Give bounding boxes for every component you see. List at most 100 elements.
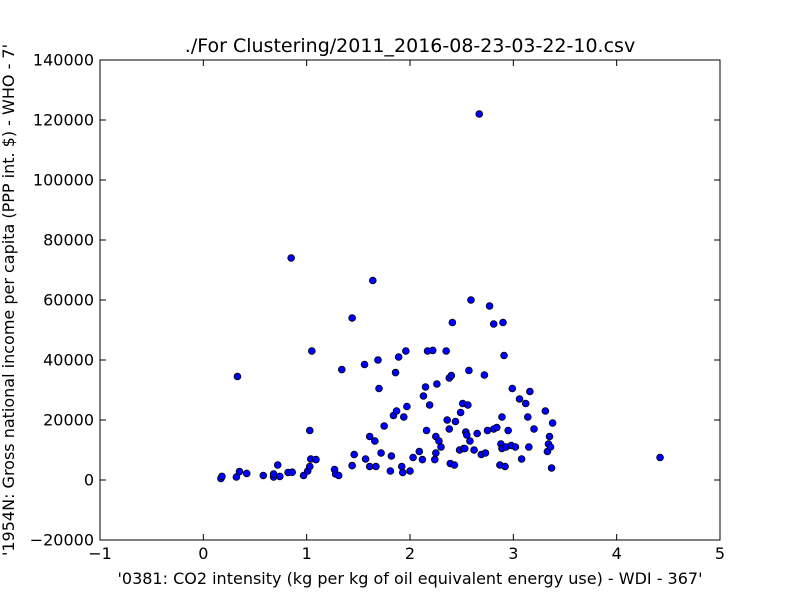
data-point bbox=[456, 408, 465, 417]
x-tick-label: 1 bbox=[302, 544, 312, 563]
data-point bbox=[499, 318, 507, 327]
data-point bbox=[541, 407, 550, 415]
data-point bbox=[269, 470, 278, 478]
data-point bbox=[406, 467, 414, 475]
data-point bbox=[375, 384, 383, 393]
y-tick-label: 40000 bbox=[43, 351, 94, 370]
data-point bbox=[545, 432, 554, 441]
data-point bbox=[386, 467, 395, 475]
plot-background bbox=[100, 60, 720, 540]
scatter-points bbox=[217, 110, 664, 483]
x-tick-label: 2 bbox=[405, 544, 415, 563]
data-point bbox=[422, 426, 431, 435]
data-point bbox=[515, 395, 524, 403]
x-tick-label: −1 bbox=[88, 544, 112, 563]
data-point bbox=[470, 446, 478, 454]
y-tick-label: 100000 bbox=[33, 171, 94, 190]
data-point bbox=[523, 413, 532, 421]
data-point bbox=[511, 443, 520, 451]
data-point bbox=[463, 431, 471, 439]
data-point bbox=[371, 437, 379, 445]
data-point bbox=[451, 417, 460, 426]
data-point bbox=[483, 426, 492, 435]
data-point bbox=[433, 380, 441, 388]
data-point bbox=[480, 371, 489, 379]
data-point bbox=[360, 360, 369, 369]
y-tick-label: 0 bbox=[84, 471, 94, 490]
data-point bbox=[465, 366, 473, 375]
data-point bbox=[394, 353, 403, 361]
data-point bbox=[443, 416, 452, 424]
data-point bbox=[305, 426, 314, 435]
data-point bbox=[235, 467, 244, 476]
x-tick-label: 4 bbox=[612, 544, 622, 563]
data-point bbox=[425, 401, 434, 409]
data-point bbox=[273, 461, 282, 469]
y-tick-label: 60000 bbox=[43, 291, 94, 310]
data-point bbox=[348, 461, 356, 470]
data-point bbox=[350, 450, 359, 459]
data-point bbox=[391, 368, 400, 377]
data-point bbox=[374, 356, 382, 364]
y-tick-label: −20000 bbox=[30, 531, 94, 550]
data-point bbox=[418, 455, 427, 464]
data-point bbox=[508, 384, 517, 393]
data-point bbox=[546, 443, 555, 451]
data-point bbox=[365, 432, 374, 441]
data-point bbox=[501, 462, 509, 471]
data-point bbox=[445, 425, 454, 433]
data-point bbox=[409, 453, 417, 462]
data-point bbox=[392, 407, 401, 415]
data-point bbox=[218, 472, 226, 481]
data-point bbox=[430, 455, 439, 464]
data-point bbox=[287, 254, 295, 262]
data-point bbox=[242, 469, 251, 478]
data-point bbox=[525, 443, 533, 451]
data-point bbox=[498, 413, 506, 421]
data-point bbox=[398, 468, 407, 477]
data-point bbox=[402, 347, 410, 355]
data-point bbox=[460, 444, 469, 453]
data-point bbox=[481, 449, 490, 457]
data-point bbox=[492, 423, 501, 432]
data-point bbox=[447, 371, 456, 380]
data-point bbox=[288, 468, 297, 477]
data-point bbox=[521, 399, 530, 408]
data-point bbox=[450, 461, 459, 469]
chart-title: ./For Clustering/2011_2016-08-23-03-22-1… bbox=[185, 35, 635, 57]
x-tick-label: 3 bbox=[508, 544, 518, 563]
data-point bbox=[432, 449, 440, 457]
y-axis-label: '1954N: Gross national income per capita… bbox=[0, 44, 18, 556]
data-point bbox=[548, 419, 557, 427]
plot-area bbox=[100, 60, 720, 540]
y-tick-label: 20000 bbox=[43, 411, 94, 430]
data-point bbox=[530, 425, 538, 433]
data-point bbox=[308, 347, 316, 355]
data-point bbox=[372, 462, 380, 471]
data-point bbox=[656, 453, 664, 462]
data-point bbox=[233, 372, 242, 381]
data-point bbox=[380, 422, 388, 430]
data-point bbox=[448, 318, 457, 327]
data-point bbox=[334, 471, 343, 480]
data-point bbox=[348, 314, 356, 322]
data-point bbox=[464, 401, 472, 409]
data-point bbox=[442, 347, 450, 355]
data-point bbox=[368, 276, 377, 285]
y-tick-label: 120000 bbox=[33, 111, 94, 130]
data-point bbox=[365, 462, 374, 471]
data-point bbox=[419, 392, 428, 400]
x-axis-label: '0381: CO2 intensity (kg per kg of oil e… bbox=[117, 569, 702, 588]
x-tick-label: 5 bbox=[715, 544, 725, 563]
data-point bbox=[387, 452, 396, 460]
data-point bbox=[526, 387, 534, 396]
axes: −1 0 1 2 3 4 5 −20000 0 20000 40000 60000 80000 10000… bbox=[30, 51, 725, 564]
data-point bbox=[275, 472, 284, 481]
data-point bbox=[500, 351, 508, 360]
data-point bbox=[547, 464, 556, 472]
data-point bbox=[305, 462, 314, 471]
data-point bbox=[259, 471, 268, 480]
data-point bbox=[312, 455, 320, 464]
data-point bbox=[428, 346, 437, 355]
